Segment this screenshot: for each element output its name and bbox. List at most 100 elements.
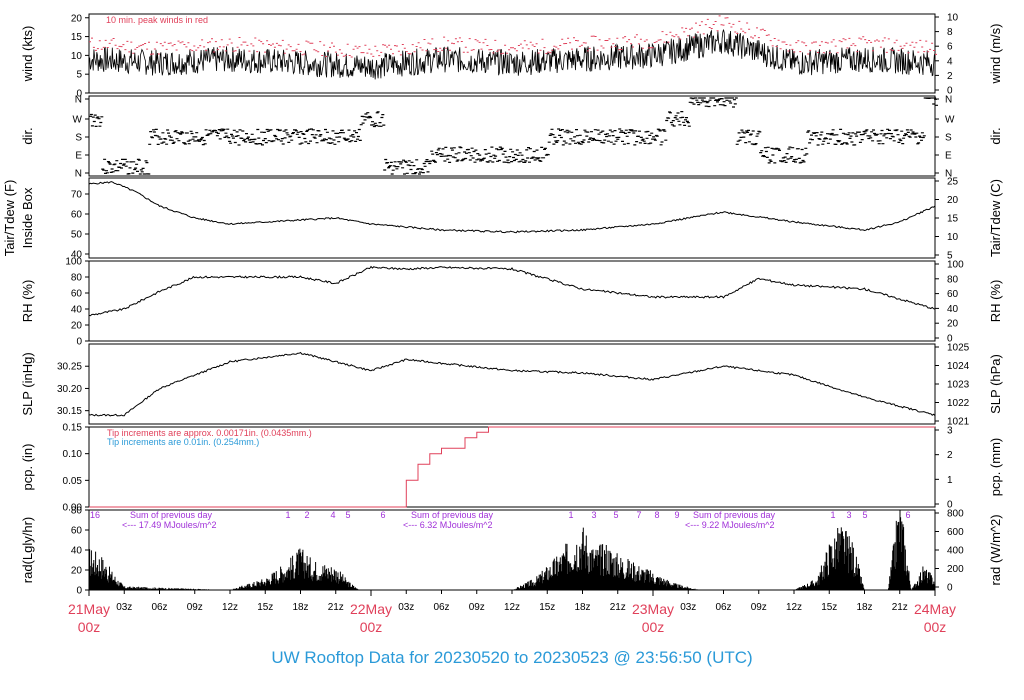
- wind-series-line: [88, 29, 936, 80]
- temp-ylabel-outer: Tair/Tdew (F): [2, 180, 17, 257]
- dir-y2tick-label: N: [945, 95, 952, 106]
- rh-y2tick-label: 40: [947, 304, 959, 315]
- x-tick-label: 15z: [821, 602, 837, 613]
- pcp-y2tick-label: 1: [947, 475, 953, 486]
- dir-ytick-label: W: [73, 115, 83, 126]
- rh-y2tick-label: 100: [947, 260, 964, 271]
- rad-hour-mark: 4: [330, 510, 335, 520]
- rad-hour-mark: 6: [380, 510, 385, 520]
- x-tick-label: 18z: [292, 602, 308, 613]
- slp-y2tick-label: 1024: [947, 361, 970, 372]
- rad-y2tick-label: 600: [947, 527, 964, 538]
- x-date-label: 23May: [632, 601, 674, 617]
- dir-y2tick-label: S: [945, 133, 952, 144]
- rad-ytick-label: 60: [71, 526, 83, 537]
- pcp-annotation-tip: Tip increments are 0.01in. (0.254mm.): [107, 437, 259, 447]
- rad-ytick-label: 20: [71, 566, 83, 577]
- wind-y2tick-label: 0: [947, 86, 953, 97]
- slp-y2tick-label: 1022: [947, 398, 970, 409]
- temp-y2tick-label: 5: [947, 251, 953, 262]
- rh-y2tick-label: 0: [947, 334, 953, 345]
- rad-annotation-sum: <--- 6.32 MJoules/m^2: [403, 520, 493, 530]
- rad-hour-mark: 5: [613, 510, 618, 520]
- footer-start-date: 20230520: [433, 648, 510, 667]
- slp-y2tick-label: 1021: [947, 417, 970, 428]
- x-date-label: 24May: [914, 601, 956, 617]
- temp-ytick-label: 40: [71, 250, 83, 261]
- rad-hour-mark: 5: [862, 510, 867, 520]
- footer-prefix: UW Rooftop Data for: [271, 648, 430, 667]
- temp-series-line: [88, 181, 936, 234]
- footer-time: 23:56:50: [635, 648, 702, 667]
- temp-y2tick-label: 10: [947, 232, 959, 243]
- rh-ytick-label: 80: [71, 273, 83, 284]
- pcp-y2tick-label: 2: [947, 450, 953, 461]
- dir-frame: [88, 95, 936, 177]
- x-tick-label: 03z: [680, 602, 696, 613]
- rad-y2tick-label: 0: [947, 583, 953, 594]
- rad-ytick-label: 80: [71, 506, 83, 517]
- rad-hour-mark: 1: [568, 510, 573, 520]
- temp-ylabel: Inside Box: [20, 187, 35, 248]
- temp-frame: [88, 177, 936, 259]
- wind-ylabel2: wind (m/s): [988, 24, 1003, 85]
- rad-annotation-sum: <--- 9.22 MJoules/m^2: [685, 520, 775, 530]
- x-hour-label: 00z: [924, 619, 947, 635]
- wind-y2tick-label: 6: [947, 42, 953, 53]
- rh-series-line: [88, 265, 936, 317]
- rh-ytick-label: 0: [76, 337, 82, 348]
- x-tick-label: 15z: [257, 602, 273, 613]
- rh-ytick-label: 20: [71, 321, 83, 332]
- rad-hour-mark: 16: [90, 510, 100, 520]
- x-tick-label: 03z: [116, 602, 132, 613]
- temp-ytick-label: 60: [71, 210, 83, 221]
- rad-hour-mark: 6: [905, 510, 910, 520]
- x-tick-label: 15z: [539, 602, 555, 613]
- footer-title: UW Rooftop Data for 20230520 to 20230523…: [0, 648, 1024, 668]
- temp-y2tick-label: 25: [947, 177, 959, 188]
- dir-ytick-label: S: [75, 133, 82, 144]
- x-tick-label: 18z: [574, 602, 590, 613]
- pcp-ytick-label: 0.15: [63, 423, 83, 434]
- rad-hour-mark: 8: [654, 510, 659, 520]
- rh-frame: [88, 260, 936, 342]
- rad-ytick-label: 0: [76, 586, 82, 597]
- slp-ylabel: SLP (inHg): [20, 352, 35, 415]
- x-tick-label: 21z: [328, 602, 344, 613]
- x-hour-label: 00z: [360, 619, 383, 635]
- dir-y2tick-label: W: [945, 115, 955, 126]
- x-date-label: 22May: [350, 601, 392, 617]
- pcp-ytick-label: 0.05: [63, 476, 83, 487]
- wind-y2tick-label: 10: [947, 13, 959, 24]
- x-tick-label: 09z: [187, 602, 203, 613]
- dir-series-marks: [89, 97, 938, 175]
- dir-ytick-label: N: [75, 95, 82, 106]
- rh-ylabel2: RH (%): [988, 280, 1003, 323]
- x-date-label: 21May: [68, 601, 110, 617]
- wind-ytick-label: 15: [71, 32, 83, 43]
- dir-y2tick-label: E: [945, 151, 952, 162]
- wind-ytick-label: 10: [71, 51, 83, 62]
- wind-ytick-label: 5: [76, 70, 82, 81]
- x-tick-label: 12z: [222, 602, 238, 613]
- wind-y2tick-label: 8: [947, 27, 953, 38]
- rad-ylabel: rad(Lgly/hr): [20, 517, 35, 583]
- x-tick-label: 06z: [433, 602, 449, 613]
- temp-ytick-label: 50: [71, 230, 83, 241]
- rad-hour-mark: 3: [591, 510, 596, 520]
- rad-hour-mark: 2: [304, 510, 309, 520]
- rad-annotation-label: Sum of previous day: [411, 510, 494, 520]
- rh-ytick-label: 40: [71, 305, 83, 316]
- slp-y2tick-label: 1025: [947, 343, 970, 354]
- wind-ytick-label: 20: [71, 13, 83, 24]
- slp-ytick-label: 30.20: [57, 384, 82, 395]
- dir-ytick-label: E: [75, 151, 82, 162]
- dir-ylabel: dir.: [20, 127, 35, 144]
- slp-ytick-label: 30.15: [57, 406, 82, 417]
- rad-series-bars: [88, 510, 936, 590]
- pcp-ylabel2: pcp. (mm): [988, 438, 1003, 497]
- dir-ytick-label: N: [75, 169, 82, 180]
- temp-y2tick-label: 15: [947, 214, 959, 225]
- pcp-ytick-label: 0.10: [63, 449, 83, 460]
